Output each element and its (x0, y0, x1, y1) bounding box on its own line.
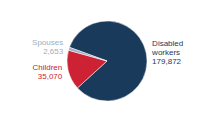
svg-text:Children35,070: Children35,070 (32, 63, 62, 81)
svg-text:Spouses2,653: Spouses2,653 (32, 38, 64, 56)
svg-text:Disabledworkers179,872: Disabledworkers179,872 (151, 39, 183, 66)
